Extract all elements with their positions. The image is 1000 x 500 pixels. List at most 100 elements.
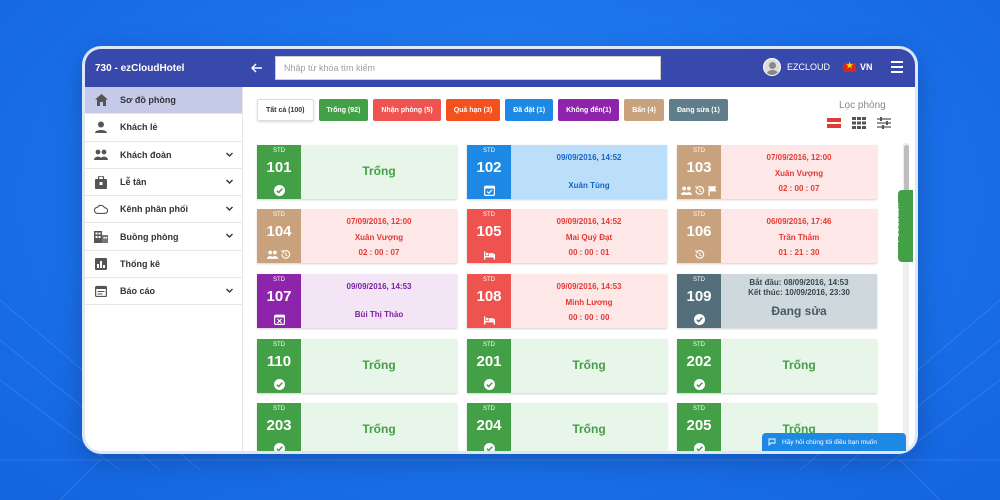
room-details: Trống (301, 145, 457, 199)
stay-duration: 02 : 00 : 07 (358, 248, 400, 257)
sidebar-item[interactable]: Lễ tân (85, 169, 242, 197)
room-badge: STD 110 (257, 339, 301, 393)
room-card[interactable]: STD 103 07/09/2016, 12:00 Xuân Vượng 02 : … (677, 145, 877, 199)
grid-view-icon[interactable] (852, 117, 866, 129)
room-type: STD (483, 148, 495, 154)
room-number: 104 (266, 223, 292, 240)
room-details: 09/09/2016, 14:53 Minh Lương 00 : 00 : 00 (511, 274, 667, 328)
back-arrow-icon[interactable] (247, 62, 267, 74)
hamburger-menu-icon[interactable] (891, 61, 903, 73)
feedback-tab[interactable]: Feedback (891, 190, 913, 262)
sidebar-item[interactable]: Buồng phòng (85, 223, 242, 251)
sidebar-item[interactable]: Thống kê (85, 251, 242, 279)
room-badge: STD 106 (677, 209, 721, 263)
checkin-time: 09/09/2016, 14:52 (556, 217, 622, 226)
sidebar-item[interactable]: Sơ đồ phòng (85, 87, 242, 115)
room-details: 09/09/2016, 14:52 Xuân Tùng (511, 145, 667, 199)
filter-button[interactable]: Tất cả (100) (257, 99, 314, 121)
filter-button[interactable]: Bẩn (4) (624, 99, 664, 121)
room-card[interactable]: STD 109 Bắt đầu: 08/09/2016, 14:53 Kết th… (677, 274, 877, 328)
search-input[interactable] (275, 56, 661, 80)
room-status: Trống (782, 358, 816, 372)
sidebar-item-label: Buồng phòng (120, 231, 179, 242)
room-card[interactable]: STD 101 Trống (257, 145, 457, 199)
filter-settings-icon[interactable] (877, 117, 891, 129)
status-filters: Tất cả (100) Trống (92) Nhận phòng (5) Quá … (257, 99, 728, 121)
room-type: STD (483, 406, 495, 412)
view-toggle (827, 117, 891, 129)
building-icon (94, 230, 108, 244)
room-card[interactable]: STD 201 Trống (467, 339, 667, 393)
person-icon (94, 120, 108, 134)
chart-icon (94, 257, 108, 271)
room-status: Trống (362, 358, 396, 372)
room-card[interactable]: STD 204 Trống (467, 403, 667, 451)
room-number: 110 (266, 353, 292, 370)
room-badge: STD 107 (257, 274, 301, 328)
filter-button[interactable]: Quá hạn (3) (445, 99, 501, 121)
room-type: STD (693, 342, 705, 348)
chevron-down-icon (226, 206, 233, 212)
room-number: 205 (686, 417, 712, 434)
chevron-down-icon (226, 179, 233, 184)
check-circle-icon (693, 379, 705, 390)
card-view-icon[interactable] (827, 117, 841, 129)
guest-name: Xuân Vượng (354, 233, 404, 242)
room-details: 06/09/2016, 17:46 Trần Thắm 01 : 21 : 30 (721, 209, 877, 263)
chevron-down-icon (226, 288, 233, 294)
room-card[interactable]: STD 104 07/09/2016, 12:00 Xuân Vượng 02 : … (257, 209, 457, 263)
room-badge: STD 108 (467, 274, 511, 328)
room-details: Trống (511, 339, 667, 393)
sidebar-item[interactable]: Khách đoàn (85, 142, 242, 169)
room-card[interactable]: STD 202 Trống (677, 339, 877, 393)
room-badge: STD 203 (257, 403, 301, 451)
language-selector[interactable]: VN (843, 61, 873, 72)
room-status: Trống (362, 164, 396, 178)
room-card[interactable]: STD 106 06/09/2016, 17:46 Trần Thắm 01 : 2… (677, 209, 877, 263)
filter-button[interactable]: Nhận phòng (5) (373, 99, 441, 121)
room-card[interactable]: STD 105 09/09/2016, 14:52 Mai Quý Đạt 00 :… (467, 209, 667, 263)
filter-button[interactable]: Trống (92) (318, 99, 369, 121)
room-number: 201 (476, 353, 502, 370)
bed-icon (483, 314, 495, 325)
flag-icon (707, 185, 718, 196)
filter-button[interactable]: Không đến(1) (558, 99, 620, 121)
room-card[interactable]: STD 108 09/09/2016, 14:53 Minh Lương 00 : … (467, 274, 667, 328)
history-icon (694, 249, 705, 260)
guest-name: Minh Lương (565, 298, 613, 307)
sidebar-item[interactable]: Kênh phân phối (85, 196, 242, 224)
user-menu[interactable]: EZCLOUD (763, 58, 830, 76)
room-number: 107 (266, 288, 292, 305)
room-type: STD (483, 342, 495, 348)
scrollbar-thumb[interactable] (904, 145, 909, 205)
calendar-check-icon (483, 185, 495, 196)
checkin-time: 06/09/2016, 17:46 (766, 217, 832, 226)
chat-widget[interactable]: Hãy hỏi chúng tôi điều bạn muốn (762, 433, 906, 451)
room-details: Trống (721, 339, 877, 393)
room-number: 103 (686, 159, 712, 176)
room-badge: STD 202 (677, 339, 721, 393)
sidebar-item-label: Kênh phân phối (120, 204, 188, 215)
room-number: 101 (266, 159, 292, 176)
room-card[interactable]: STD 110 Trống (257, 339, 457, 393)
room-card[interactable]: STD 107 09/09/2016, 14:53 Bùi Thị Thảo (257, 274, 457, 328)
history-icon (280, 249, 291, 260)
scrollbar-track[interactable] (903, 143, 909, 451)
room-type: STD (483, 212, 495, 218)
sidebar-item[interactable]: Khách lẻ (85, 114, 242, 142)
room-number: 106 (686, 223, 712, 240)
stay-duration: 01 : 21 : 30 (778, 248, 820, 257)
checkin-time: 09/09/2016, 14:52 (556, 153, 622, 162)
chevron-down-icon (226, 233, 233, 239)
bed-icon (483, 249, 495, 260)
filter-button[interactable]: Đã đặt (1) (505, 99, 554, 121)
room-card[interactable]: STD 102 09/09/2016, 14:52 Xuân Tùng (467, 145, 667, 199)
filter-button[interactable]: Đang sửa (1) (668, 99, 728, 121)
group-icon (680, 185, 692, 196)
sidebar-item[interactable]: Báo cáo (85, 278, 242, 306)
vietnam-flag-icon (843, 61, 856, 72)
room-card[interactable]: STD 203 Trống (257, 403, 457, 451)
guest-name: Xuân Tùng (568, 181, 610, 190)
room-status: Trống (572, 422, 606, 436)
room-map: Tất cả (100) Trống (92) Nhận phòng (5) Quá … (243, 87, 915, 451)
